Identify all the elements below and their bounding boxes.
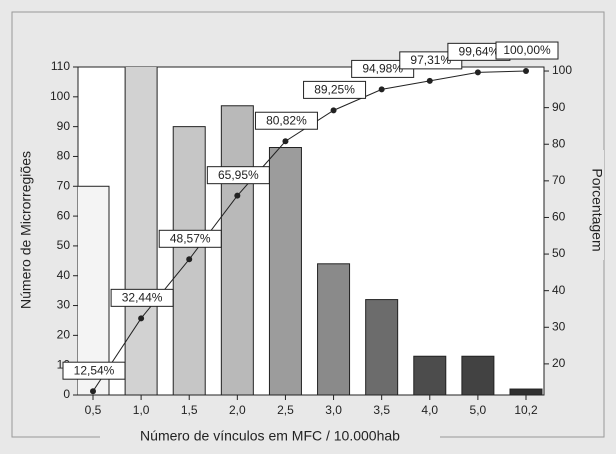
y-tick-label: 30 xyxy=(57,298,71,312)
label-bg xyxy=(18,130,36,320)
bar xyxy=(124,67,158,395)
label-box xyxy=(206,166,270,185)
label-bg xyxy=(586,150,604,260)
label-box xyxy=(254,111,318,130)
data-label: 89,25% xyxy=(314,83,355,97)
point xyxy=(234,192,241,199)
x-tick-label: 3,0 xyxy=(325,403,342,417)
data-label: 97,31% xyxy=(410,53,451,67)
bar xyxy=(365,299,399,395)
label-box xyxy=(303,80,367,99)
x-tick-label: 4,0 xyxy=(421,403,438,417)
y-tick-label: 80 xyxy=(57,149,71,163)
bar xyxy=(509,388,543,395)
point xyxy=(523,68,529,75)
y2-tick-label: 60 xyxy=(552,210,566,224)
label-box xyxy=(158,229,222,248)
point xyxy=(186,256,193,263)
x-tick-label: 10,2 xyxy=(514,403,538,417)
x-tick-label: 0,5 xyxy=(85,403,102,417)
bar xyxy=(78,185,110,395)
y2-tick-label: 90 xyxy=(552,100,566,114)
y2-tick-label: 20 xyxy=(552,356,566,370)
bar xyxy=(461,355,495,395)
x-tick-label: 5,0 xyxy=(470,403,487,417)
bar xyxy=(317,263,351,395)
point xyxy=(378,86,385,93)
y-tick-label: 20 xyxy=(57,328,71,342)
x-tick-label: 1,5 xyxy=(181,403,198,417)
y2-tick-label: 50 xyxy=(552,246,566,260)
y-tick-label: 100 xyxy=(50,89,70,103)
data-label: 12,54% xyxy=(74,363,115,377)
x-tick-label: 3,5 xyxy=(373,403,390,417)
y-tick-label: 70 xyxy=(57,178,71,192)
label-box xyxy=(110,288,174,307)
bar xyxy=(268,147,302,395)
bar xyxy=(413,355,447,395)
y2-axis-title: Porcentagem xyxy=(589,168,605,251)
point xyxy=(90,388,96,395)
x-axis-title: Número de vínculos em MFC / 10.000hab xyxy=(140,428,400,444)
y-tick-label: 40 xyxy=(57,268,71,282)
point xyxy=(426,77,433,84)
point xyxy=(282,138,289,145)
data-label: 100,00% xyxy=(503,43,551,57)
y-tick-label: 50 xyxy=(57,238,71,252)
x-tick-label: 1,0 xyxy=(133,403,150,417)
data-label: 94,98% xyxy=(362,62,403,76)
point xyxy=(330,107,337,114)
y2-tick-label: 40 xyxy=(552,283,566,297)
y-tick-label: 110 xyxy=(51,59,70,73)
bar xyxy=(220,105,254,395)
x-tick-label: 2,5 xyxy=(277,403,294,417)
data-label: 99,64% xyxy=(459,45,500,59)
y2-tick-label: 70 xyxy=(552,173,566,187)
y-tick-label: 90 xyxy=(57,119,71,133)
label-box xyxy=(495,41,559,60)
x-tick-label: 2,0 xyxy=(229,403,246,417)
point xyxy=(474,69,481,76)
data-label: 48,57% xyxy=(170,231,211,245)
y-axis-title: Número de Microrregiões xyxy=(18,151,34,309)
label-box xyxy=(62,361,126,380)
data-label: 65,95% xyxy=(218,168,259,182)
data-label: 80,82% xyxy=(266,113,307,127)
point xyxy=(138,315,145,322)
data-label: 32,44% xyxy=(122,291,163,305)
y2-tick-label: 80 xyxy=(552,136,566,150)
y2-tick-label: 100 xyxy=(552,63,572,77)
label-bg xyxy=(100,428,440,446)
y-tick-label: 0 xyxy=(63,387,70,401)
y2-tick-label: 30 xyxy=(552,319,566,333)
y-tick-label: 60 xyxy=(57,208,71,222)
